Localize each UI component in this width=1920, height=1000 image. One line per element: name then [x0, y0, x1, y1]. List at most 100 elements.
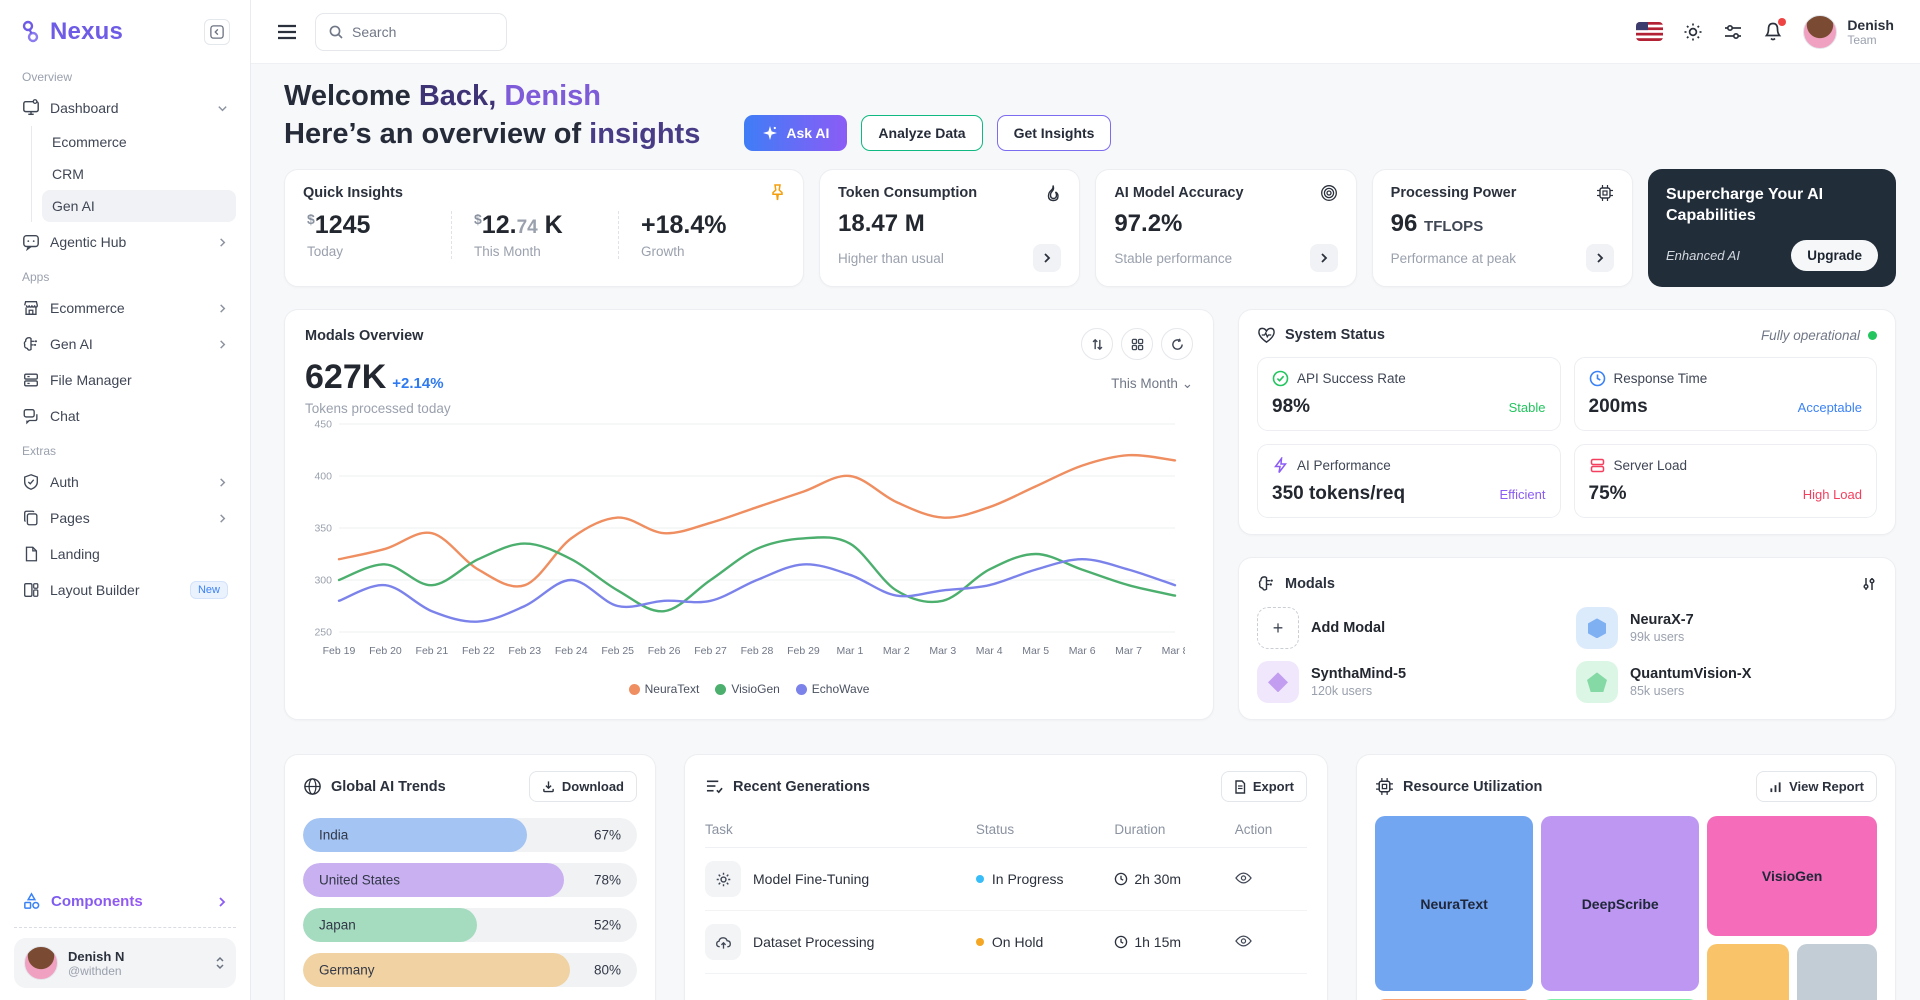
settings-sliders-icon[interactable] [1723, 22, 1743, 42]
status-tile-performance: AI Performance 350 tokens/reqEfficient [1257, 444, 1561, 518]
sidebar-item-auth[interactable]: Auth [14, 464, 236, 500]
resource-treemap: NeuraText DeepScribe VisioGen [1375, 816, 1877, 1000]
svg-text:Feb 20: Feb 20 [369, 645, 402, 657]
file-icon [22, 545, 40, 563]
modal-item-synthamind[interactable]: SynthaMind-5120k users [1257, 661, 1558, 703]
sidebar-item-pages[interactable]: Pages [14, 500, 236, 536]
treemap-block [1797, 944, 1877, 1000]
trend-bar: India67% [303, 818, 637, 852]
sidebar-item-ecommerce-dashboard[interactable]: Ecommerce [42, 126, 236, 158]
search-input[interactable] [352, 24, 494, 40]
sidebar-item-dashboard[interactable]: Dashboard [14, 90, 236, 126]
sidebar-item-gen-ai-active[interactable]: Gen AI [42, 190, 236, 222]
chart-legend: NeuraTextVisioGenEchoWave [305, 678, 1193, 704]
status-dot [1868, 331, 1877, 340]
chevron-right-icon [216, 896, 228, 908]
chevron-right-icon [217, 237, 228, 248]
modal-item-quantumvision[interactable]: QuantumVision-X85k users [1576, 661, 1877, 703]
sidebar-item-label: File Manager [50, 372, 228, 388]
server-icon [22, 371, 40, 389]
sidebar-item-file-manager[interactable]: File Manager [14, 362, 236, 398]
search-box[interactable] [315, 13, 507, 51]
globe-icon [303, 777, 322, 796]
filter-sliders-icon[interactable] [1861, 576, 1877, 592]
promo-subtitle: Enhanced AI [1666, 248, 1740, 263]
sidebar-item-chat[interactable]: Chat [14, 398, 236, 434]
sidebar-item-label: Pages [50, 510, 207, 526]
analyze-data-button[interactable]: Analyze Data [861, 115, 982, 151]
diamond-icon [1268, 672, 1288, 692]
language-flag-icon[interactable] [1636, 22, 1663, 41]
bar-chart-icon [1769, 781, 1782, 793]
add-modal-button[interactable]: + Add Modal [1257, 607, 1558, 649]
modal-item-neurax[interactable]: NeuraX-799k users [1576, 607, 1877, 649]
sidebar-item-ecommerce[interactable]: Ecommerce [14, 290, 236, 326]
sidebar-collapse-button[interactable] [204, 19, 230, 45]
sidebar-item-agentic-hub[interactable]: Agentic Hub [14, 224, 236, 260]
svg-text:Feb 24: Feb 24 [555, 645, 588, 657]
section-label-apps: Apps [14, 260, 236, 290]
export-button[interactable]: Export [1221, 771, 1307, 802]
upgrade-button[interactable]: Upgrade [1791, 240, 1878, 271]
sidebar-item-label: Layout Builder [50, 582, 180, 598]
quick-stat-today: $1245 Today [303, 211, 451, 259]
global-ai-trends-card: Global AI Trends Download India67%United… [284, 754, 656, 1000]
sidebar-item-label: Dashboard [50, 100, 207, 116]
grid-view-icon[interactable] [1121, 328, 1153, 360]
svg-text:Feb 29: Feb 29 [787, 645, 820, 657]
legend-item: EchoWave [796, 682, 870, 696]
sidebar-user-card[interactable]: Denish N @withden [14, 938, 236, 988]
pin-icon[interactable] [770, 184, 785, 201]
brand-logo[interactable]: Nexus [20, 18, 123, 46]
sparkle-icon [762, 125, 778, 141]
sidebar-nav: Overview Dashboard Ecommerce CRM Gen AI … [14, 60, 236, 882]
user-handle: @withden [68, 964, 204, 978]
svg-text:Feb 22: Feb 22 [462, 645, 495, 657]
card-arrow-button[interactable] [1310, 244, 1338, 272]
modals-title: Modals [1285, 576, 1335, 592]
trend-country-label: Germany [319, 963, 375, 978]
ask-ai-button[interactable]: Ask AI [744, 115, 847, 151]
sidebar-item-landing[interactable]: Landing [14, 536, 236, 572]
generations-table: Task Status Duration Action Model Fine-T… [705, 816, 1307, 974]
svg-text:Feb 21: Feb 21 [416, 645, 449, 657]
svg-text:300: 300 [314, 575, 332, 587]
recent-generations-title: Recent Generations [733, 779, 870, 795]
svg-text:Feb 28: Feb 28 [741, 645, 774, 657]
notifications-bell-icon[interactable] [1763, 21, 1783, 42]
chip-icon [1596, 184, 1614, 202]
avatar [1803, 15, 1837, 49]
view-eye-icon[interactable] [1235, 872, 1252, 884]
svg-text:350: 350 [314, 523, 332, 535]
sidebar-item-label: Chat [50, 408, 228, 424]
topbar: Denish Team [251, 0, 1920, 64]
view-report-button[interactable]: View Report [1756, 771, 1877, 802]
card-arrow-button[interactable] [1033, 244, 1061, 272]
sidebar-item-gen-ai[interactable]: Gen AI [14, 326, 236, 362]
sidebar-item-layout-builder[interactable]: Layout Builder New [14, 572, 236, 608]
server-icon [1589, 457, 1606, 474]
sidebar-item-crm[interactable]: CRM [42, 158, 236, 190]
refresh-icon[interactable] [1161, 328, 1193, 360]
card-arrow-button[interactable] [1586, 244, 1614, 272]
download-button[interactable]: Download [529, 771, 637, 802]
sidebar-item-components[interactable]: Components [14, 882, 236, 921]
treemap-block: DeepScribe [1541, 816, 1699, 991]
quick-stat-month: $12.74 K This Month [451, 211, 618, 259]
brain-circuit-icon [22, 335, 40, 353]
main-content: Welcome Back, Denish Here’s an overview … [251, 64, 1920, 1000]
system-status-title: System Status [1285, 327, 1385, 343]
svg-text:Feb 19: Feb 19 [323, 645, 356, 657]
sort-icon[interactable] [1081, 328, 1113, 360]
copy-pages-icon [22, 509, 40, 527]
search-icon [328, 24, 344, 40]
topbar-user-menu[interactable]: Denish Team [1803, 15, 1894, 49]
topbar-user-role: Team [1847, 33, 1894, 47]
hamburger-menu-icon[interactable] [277, 24, 297, 40]
svg-text:Mar 2: Mar 2 [883, 645, 910, 657]
view-eye-icon[interactable] [1235, 935, 1252, 947]
chevron-updown-icon [214, 955, 226, 971]
period-dropdown[interactable]: This Month ⌄ [1081, 376, 1193, 392]
theme-sun-icon[interactable] [1683, 22, 1703, 42]
get-insights-button[interactable]: Get Insights [997, 115, 1112, 151]
